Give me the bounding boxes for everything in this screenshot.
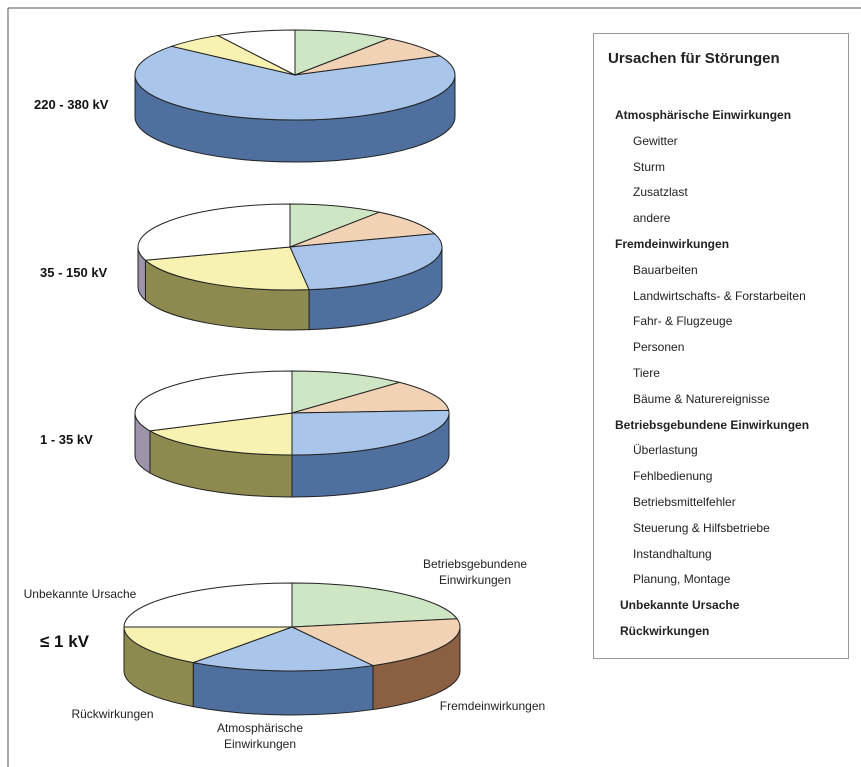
- legend-item: Landwirtschafts- & Forstarbeiten: [633, 288, 806, 303]
- pie-label: 35 - 150 kV: [40, 265, 108, 280]
- legend-item: Steuerung & Hilfsbetriebe: [633, 520, 770, 535]
- pie-slice: [123, 626, 293, 664]
- pie-slice: [291, 582, 458, 628]
- legend-item: Zusatzlast: [633, 185, 688, 200]
- legend-item: Planung, Montage: [633, 572, 731, 587]
- pie-slice: [137, 203, 291, 261]
- pie-slice: [291, 381, 450, 414]
- slice-label: Rückwirkungen: [71, 707, 154, 721]
- legend-item: Bäume & Naturereignisse: [633, 391, 770, 406]
- legend-group: Betriebsgebundene Einwirkungen: [615, 417, 810, 432]
- pie-label: 220 - 380 kV: [34, 97, 109, 112]
- legend-group: Rückwirkungen: [620, 624, 710, 638]
- slice-label: Unbekannte Ursache: [23, 587, 137, 601]
- pie-slice: [294, 29, 391, 76]
- legend-item: Fehlbedienung: [633, 469, 713, 484]
- legend-item: Überlastung: [633, 443, 698, 458]
- legend-item: Tiere: [633, 366, 660, 380]
- pie-slice: [191, 626, 375, 672]
- legend-item: Bauarbeiten: [633, 262, 698, 277]
- legend-item: Fahr- & Flugzeuge: [633, 314, 733, 329]
- pie-slice: [134, 45, 456, 121]
- pie-slice: [123, 582, 293, 628]
- pie-slice: [216, 29, 296, 76]
- legend-item: Sturm: [633, 159, 666, 174]
- slice-label: Betriebsgebundene Einwirkungen: [422, 557, 528, 587]
- slice-label: Atmosphärische Einwirkungen: [216, 721, 304, 751]
- legend-group: Atmosphärische Einwirkungen: [615, 108, 792, 122]
- legend-item: andere: [633, 211, 671, 226]
- pie-slice: [291, 409, 450, 456]
- pie-slice: [134, 370, 293, 432]
- pie-slice: [148, 412, 293, 456]
- legend-title: Ursachen für Störungen: [608, 50, 780, 67]
- pie-slice: [291, 370, 402, 414]
- pie-slice: [289, 203, 382, 248]
- slice-label: Fremdeinwirkungen: [439, 699, 546, 713]
- pie-slice: [291, 618, 461, 667]
- pie-slice: [144, 246, 310, 291]
- pie-label: 1 - 35 kV: [40, 432, 93, 447]
- pie-slice: [289, 233, 443, 291]
- legend-group: Fremdeinwirkungen: [615, 237, 730, 251]
- legend-item: Gewitter: [633, 133, 678, 148]
- pie-label: ≤ 1 kV: [40, 632, 90, 651]
- legend-group: Unbekannte Ursache: [620, 598, 740, 613]
- pie-slice: [289, 211, 436, 248]
- legend-item: Betriebsmittelfehler: [633, 495, 736, 509]
- legend-item: Instandhaltung: [633, 546, 712, 561]
- legend: Ursachen für Störungen Atmosphärische Ei…: [593, 33, 849, 659]
- legend-item: Personen: [633, 340, 685, 355]
